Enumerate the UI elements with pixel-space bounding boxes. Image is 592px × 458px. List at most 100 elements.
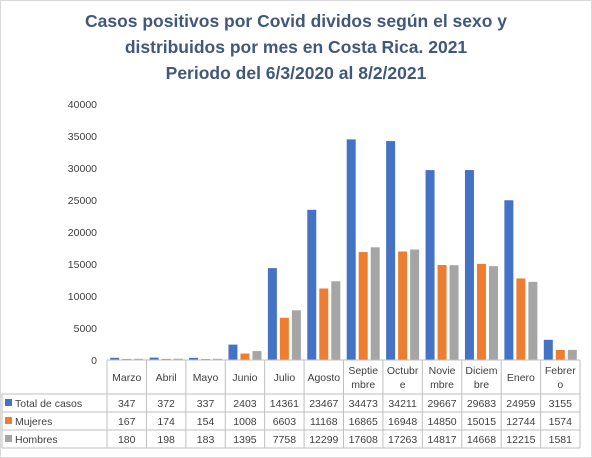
data-label: 24959 bbox=[506, 398, 535, 410]
data-label: 6603 bbox=[273, 416, 297, 428]
bar-mujeres bbox=[122, 358, 132, 360]
data-label: 14850 bbox=[427, 416, 456, 428]
data-label: 198 bbox=[157, 434, 175, 446]
data-label: 15015 bbox=[467, 416, 496, 428]
y-tick-label: 0 bbox=[91, 355, 97, 367]
bar-total-de-casos bbox=[425, 170, 435, 360]
y-tick-label: 20000 bbox=[68, 227, 97, 239]
data-label: 154 bbox=[197, 416, 215, 428]
category-label: Septie bbox=[348, 365, 378, 377]
data-label: 3155 bbox=[549, 398, 573, 410]
data-label: 14668 bbox=[467, 434, 496, 446]
bar-mujeres bbox=[279, 317, 289, 360]
category-label: Marzo bbox=[112, 372, 141, 384]
bar-total-de-casos bbox=[543, 339, 553, 360]
legend-label: Mujeres bbox=[15, 416, 52, 428]
category-label: mbre bbox=[351, 379, 375, 391]
bar-mujeres bbox=[161, 358, 171, 360]
bar-total-de-casos bbox=[267, 268, 277, 360]
category-label: Febrer bbox=[545, 365, 576, 377]
bar-mujeres bbox=[437, 264, 447, 360]
data-label: 29667 bbox=[427, 398, 456, 410]
category-label: o bbox=[557, 379, 563, 391]
data-label: 17263 bbox=[388, 434, 417, 446]
data-label: 347 bbox=[118, 398, 136, 410]
category-label: mbre bbox=[430, 379, 454, 391]
data-table: Marzo Abril Mayo Junio Julio Agosto Septie mbre… bbox=[1, 359, 581, 449]
bar-mujeres bbox=[476, 263, 486, 360]
data-label: 372 bbox=[157, 398, 175, 410]
chart-title: Casos positivos por Covid dividos según … bbox=[0, 8, 592, 86]
data-label: 34473 bbox=[349, 398, 378, 410]
data-label: 34211 bbox=[388, 398, 417, 410]
bar-total-de-casos bbox=[149, 357, 159, 360]
y-tick-label: 30000 bbox=[68, 163, 97, 175]
data-label: 14361 bbox=[270, 398, 299, 410]
y-axis: 0 5000 10000 15000 20000 25000 30000 35000 40000 bbox=[68, 99, 97, 367]
bar-hombres bbox=[410, 249, 420, 360]
bar-mujeres bbox=[240, 353, 250, 360]
bar-hombres bbox=[291, 310, 301, 360]
data-label: 29683 bbox=[467, 398, 496, 410]
bar-mujeres bbox=[319, 288, 329, 360]
bar-hombres bbox=[567, 349, 577, 360]
bar-hombres bbox=[213, 358, 223, 360]
y-tick-label: 15000 bbox=[68, 259, 97, 271]
category-label: Agosto bbox=[307, 372, 340, 384]
data-label: 12215 bbox=[506, 434, 535, 446]
chart-title-line-3: Periodo del 6/3/2020 al 8/2/2021 bbox=[165, 63, 427, 83]
data-label: 16948 bbox=[388, 416, 417, 428]
y-tick-label: 5000 bbox=[74, 323, 98, 335]
bar-mujeres bbox=[516, 278, 526, 360]
bar-total-de-casos bbox=[464, 170, 474, 360]
bar-hombres bbox=[173, 358, 183, 360]
chart-title-line-1: Casos positivos por Covid dividos según … bbox=[84, 11, 508, 31]
bar-hombres bbox=[488, 266, 498, 360]
y-tick-label: 10000 bbox=[68, 291, 97, 303]
legend-label: Hombres bbox=[15, 434, 58, 446]
bar-hombres bbox=[331, 281, 341, 360]
bar-total-de-casos bbox=[307, 209, 317, 360]
y-tick-label: 35000 bbox=[68, 131, 97, 143]
bar-hombres bbox=[134, 358, 144, 360]
bars bbox=[110, 139, 577, 360]
data-label: 12299 bbox=[309, 434, 338, 446]
bar-hombres bbox=[528, 281, 538, 360]
bar-total-de-casos bbox=[504, 200, 514, 360]
category-label: Julio bbox=[274, 372, 296, 384]
category-label: Abril bbox=[156, 372, 177, 384]
bar-total-de-casos bbox=[228, 344, 238, 360]
bar-hombres bbox=[370, 247, 380, 360]
y-tick-label: 40000 bbox=[68, 99, 97, 111]
data-label: 14817 bbox=[427, 434, 456, 446]
bar-hombres bbox=[449, 265, 459, 360]
data-label: 337 bbox=[197, 398, 215, 410]
data-label: 16865 bbox=[349, 416, 378, 428]
category-label: Mayo bbox=[193, 372, 219, 384]
category-label: Junio bbox=[232, 372, 257, 384]
data-label: 180 bbox=[118, 434, 136, 446]
data-label: 23467 bbox=[309, 398, 338, 410]
legend-label: Total de casos bbox=[15, 398, 82, 410]
category-label: Octubr bbox=[387, 365, 419, 377]
category-label: Diciem bbox=[465, 365, 497, 377]
category-label: Novie bbox=[429, 365, 456, 377]
legend-swatch bbox=[5, 417, 12, 424]
legend-swatch bbox=[5, 435, 12, 442]
data-label: 17608 bbox=[349, 434, 378, 446]
data-label: 1395 bbox=[233, 434, 257, 446]
bar-mujeres bbox=[555, 349, 565, 360]
data-label: 12744 bbox=[506, 416, 535, 428]
category-label: e bbox=[400, 379, 406, 391]
bar-total-de-casos bbox=[189, 357, 199, 360]
bar-mujeres bbox=[398, 251, 408, 360]
legend-swatch bbox=[5, 399, 12, 406]
data-label: 167 bbox=[118, 416, 136, 428]
data-label: 1581 bbox=[549, 434, 573, 446]
bar-hombres bbox=[252, 351, 262, 360]
data-label: 183 bbox=[197, 434, 215, 446]
data-label: 174 bbox=[157, 416, 175, 428]
bar-total-de-casos bbox=[386, 141, 396, 360]
data-label: 1008 bbox=[233, 416, 257, 428]
